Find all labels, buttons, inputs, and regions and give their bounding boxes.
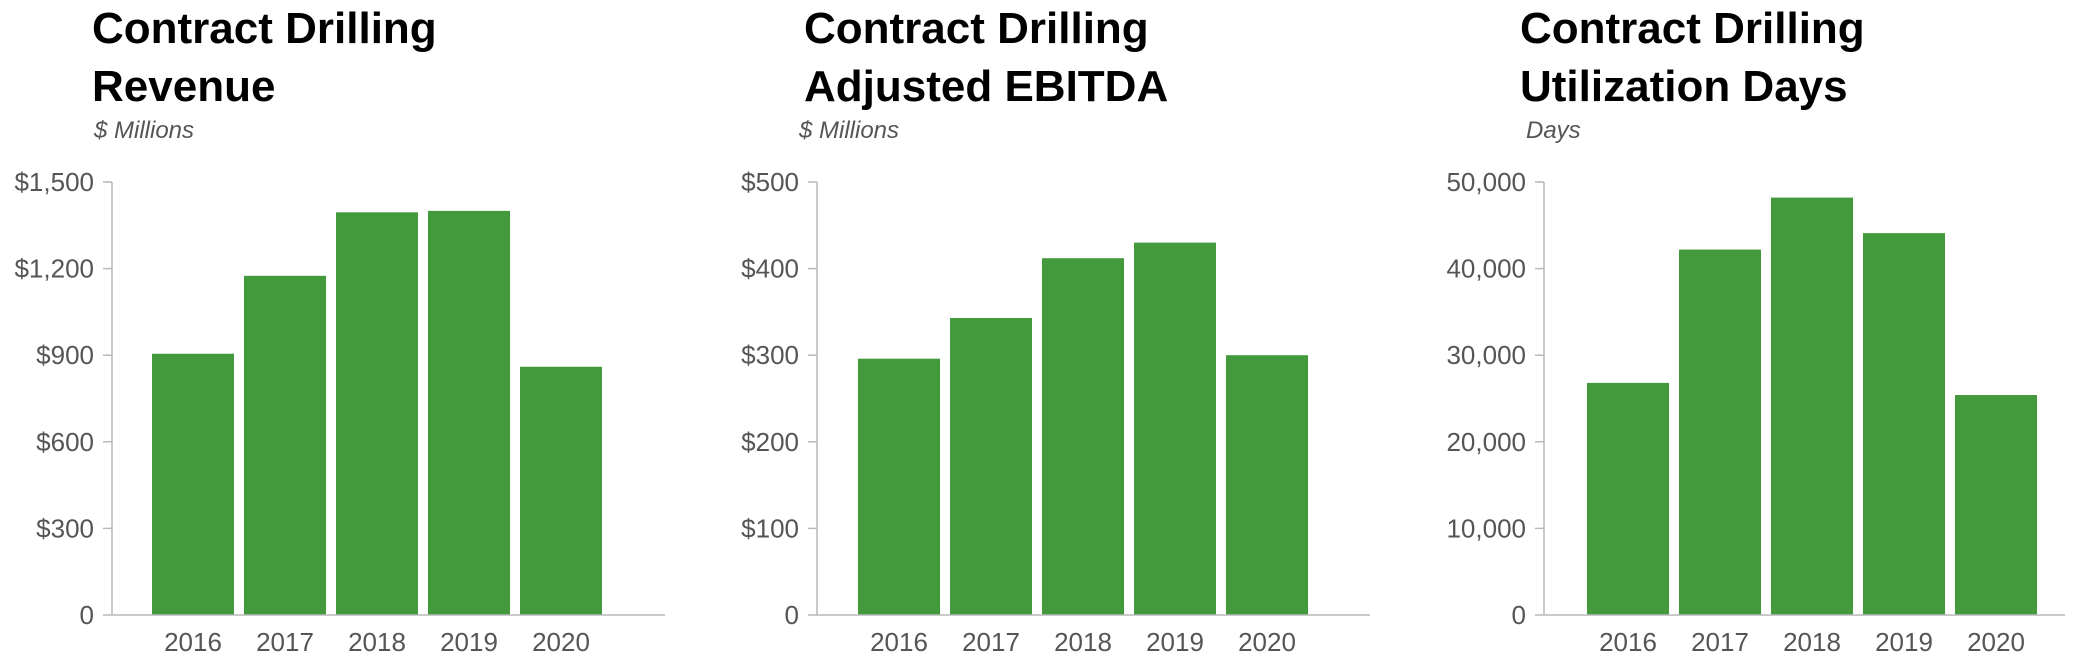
y-tick-label: 0 xyxy=(785,600,799,630)
x-tick-label: 2019 xyxy=(1146,627,1204,657)
y-tick-label: $100 xyxy=(741,513,799,543)
bar-2020 xyxy=(1226,355,1308,615)
y-tick-label: $600 xyxy=(36,427,94,457)
chart-title-line-1: Contract Drilling xyxy=(804,4,1149,53)
x-tick-label: 2020 xyxy=(532,627,590,657)
bar-2019 xyxy=(1134,242,1216,615)
bar-2018 xyxy=(1771,197,1853,615)
y-tick-label: 10,000 xyxy=(1446,513,1526,543)
chart-title-line-2: Utilization Days xyxy=(1520,62,1848,111)
y-tick-label: 30,000 xyxy=(1446,340,1526,370)
chart-title: Contract Drilling Adjusted EBITDA xyxy=(804,0,1168,116)
bar-2018 xyxy=(336,212,418,615)
y-tick-label: 50,000 xyxy=(1446,167,1526,197)
chart-panel-revenue: Contract Drilling Revenue $ Millions 0 $3… xyxy=(0,0,700,663)
y-tick-label: $200 xyxy=(741,427,799,457)
bar-2020 xyxy=(520,366,602,615)
x-tick-label: 2017 xyxy=(962,627,1020,657)
bar-2018 xyxy=(1042,258,1124,615)
x-tick-label: 2016 xyxy=(870,627,928,657)
y-tick-label: $900 xyxy=(36,340,94,370)
y-tick-label: $300 xyxy=(741,340,799,370)
y-tick-label: 0 xyxy=(80,600,94,630)
chart-title-line-2: Adjusted EBITDA xyxy=(804,62,1169,111)
chart-panel-utilization: Contract Drilling Utilization Days Days … xyxy=(1400,0,2100,663)
x-tick-label: 2016 xyxy=(164,627,222,657)
bar-2019 xyxy=(428,210,510,615)
bar-2017 xyxy=(950,317,1032,615)
x-tick-label: 2018 xyxy=(1054,627,1112,657)
x-tick-label: 2017 xyxy=(256,627,314,657)
x-tick-label: 2018 xyxy=(348,627,406,657)
x-tick-label: 2020 xyxy=(1238,627,1296,657)
y-tick-label: 40,000 xyxy=(1446,254,1526,284)
y-tick-label: $500 xyxy=(741,167,799,197)
bar-2016 xyxy=(152,353,234,615)
chart-title-line-1: Contract Drilling xyxy=(92,4,437,53)
y-tick-label: $1,200 xyxy=(14,254,94,284)
bar-2017 xyxy=(244,275,326,615)
x-tick-label: 2018 xyxy=(1783,627,1841,657)
y-tick-label: $300 xyxy=(36,513,94,543)
x-tick-label: 2020 xyxy=(1967,627,2025,657)
x-tick-label: 2016 xyxy=(1599,627,1657,657)
chart-title: Contract Drilling Utilization Days xyxy=(1520,0,1865,116)
bar-2016 xyxy=(1587,382,1669,615)
chart-subtitle: $ Millions xyxy=(799,117,900,144)
chart-title-line-2: Revenue xyxy=(92,62,276,111)
bar-chart-utilization: 0 10,000 20,000 30,000 40,000 50,000 2016 2017 2… xyxy=(1446,167,2065,657)
bar-chart-revenue: 0 $300 $600 $900 $1,200 $1,500 2016 2017 2018 201… xyxy=(14,167,665,657)
chart-title: Contract Drilling Revenue xyxy=(92,0,437,116)
y-tick-label: $400 xyxy=(741,254,799,284)
x-tick-label: 2017 xyxy=(1691,627,1749,657)
chart-subtitle: Days xyxy=(1526,117,1581,144)
x-tick-label: 2019 xyxy=(440,627,498,657)
bar-2020 xyxy=(1955,395,2037,615)
chart-title-line-1: Contract Drilling xyxy=(1520,4,1865,53)
y-tick-label: $1,500 xyxy=(14,167,94,197)
bar-2019 xyxy=(1863,233,1945,615)
y-tick-label: 20,000 xyxy=(1446,427,1526,457)
bar-2017 xyxy=(1679,249,1761,615)
bar-chart-ebitda: 0 $100 $200 $300 $400 $500 2016 2017 2018 2019 202… xyxy=(741,167,1370,657)
chart-subtitle: $ Millions xyxy=(94,117,195,144)
y-tick-label: 0 xyxy=(1512,600,1526,630)
x-tick-label: 2019 xyxy=(1875,627,1933,657)
chart-panel-ebitda: Contract Drilling Adjusted EBITDA $ Mill… xyxy=(705,0,1405,663)
bar-2016 xyxy=(858,358,940,615)
